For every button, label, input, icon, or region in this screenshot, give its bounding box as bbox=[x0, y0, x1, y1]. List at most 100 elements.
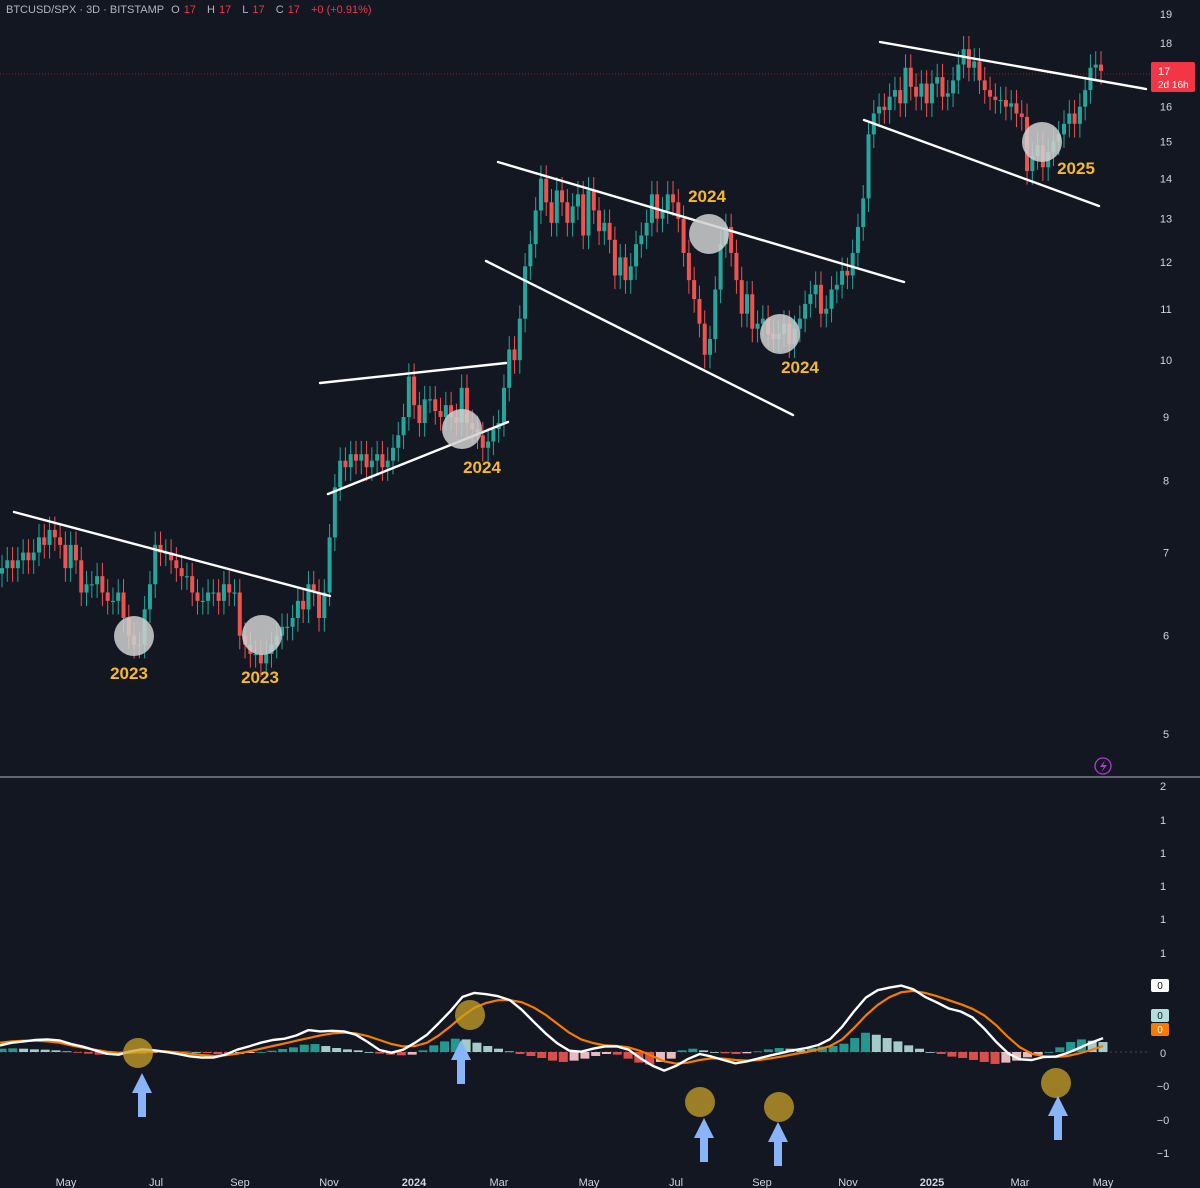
histogram-bar bbox=[828, 1046, 838, 1052]
price-axis-tick: 8 bbox=[1163, 476, 1169, 488]
candle bbox=[169, 539, 174, 574]
candle bbox=[5, 546, 10, 582]
candle bbox=[42, 524, 47, 559]
histogram-bar bbox=[494, 1048, 504, 1052]
histogram-bar bbox=[181, 1051, 190, 1053]
candle bbox=[105, 579, 110, 615]
histogram-bar bbox=[342, 1049, 352, 1052]
candle-body bbox=[253, 653, 258, 656]
candle-body bbox=[929, 83, 934, 104]
candle-body bbox=[486, 441, 491, 448]
candle bbox=[380, 440, 385, 481]
histogram-bar bbox=[396, 1052, 406, 1056]
candle bbox=[438, 397, 443, 431]
macd-axis-tick: 1 bbox=[1160, 948, 1166, 960]
candle bbox=[634, 230, 639, 281]
candle bbox=[1099, 51, 1103, 85]
histogram-bar bbox=[979, 1052, 989, 1062]
candle-body bbox=[850, 252, 855, 276]
candle bbox=[517, 305, 522, 374]
candle bbox=[58, 524, 63, 559]
candle bbox=[1093, 51, 1098, 82]
candle-body bbox=[206, 592, 211, 601]
candle bbox=[110, 587, 115, 615]
candle bbox=[26, 539, 31, 574]
candle-body bbox=[676, 202, 681, 219]
symbol-header[interactable]: BTCUSD/SPX · 3D · BITSTAMP O 17 H 17 L 17 C… bbox=[6, 4, 376, 16]
histogram-bar bbox=[990, 1052, 1000, 1064]
candle-body bbox=[671, 194, 676, 203]
candle-body bbox=[285, 626, 290, 628]
candle-body bbox=[840, 270, 845, 285]
candle-body bbox=[306, 584, 311, 610]
trendline[interactable] bbox=[484, 259, 795, 417]
candle-body bbox=[956, 64, 961, 81]
candle-body bbox=[829, 289, 834, 309]
candle-body bbox=[343, 460, 348, 468]
candle bbox=[338, 447, 343, 501]
candle-body bbox=[63, 544, 68, 569]
candle-body bbox=[52, 529, 57, 538]
candle-body bbox=[977, 61, 982, 81]
candle-body bbox=[195, 592, 200, 601]
up-arrow-icon bbox=[694, 1118, 714, 1162]
candle bbox=[100, 562, 105, 607]
histogram-bar bbox=[375, 1052, 385, 1054]
candle-body bbox=[845, 270, 850, 276]
candle-body bbox=[73, 544, 78, 561]
candle-body bbox=[68, 544, 73, 569]
candle-body bbox=[808, 294, 813, 304]
lightning-icon[interactable] bbox=[1094, 757, 1112, 775]
trendline[interactable] bbox=[318, 361, 508, 385]
candle-body bbox=[523, 266, 528, 319]
histogram-bar bbox=[699, 1050, 709, 1052]
histogram-bar bbox=[288, 1047, 298, 1052]
candle bbox=[84, 570, 89, 607]
candle bbox=[486, 428, 491, 462]
candle bbox=[671, 181, 676, 216]
candle-body bbox=[892, 90, 897, 97]
up-arrow-icon bbox=[1048, 1096, 1068, 1140]
candle-body bbox=[824, 308, 829, 314]
histogram-bar bbox=[688, 1048, 698, 1052]
candle-body bbox=[105, 592, 110, 601]
time-axis-tick: Mar bbox=[490, 1177, 509, 1188]
candle-body bbox=[618, 257, 623, 276]
histogram-bar bbox=[709, 1052, 719, 1053]
macd-value-label: 0 bbox=[1157, 981, 1163, 992]
candle bbox=[206, 579, 211, 615]
candle bbox=[311, 570, 316, 607]
candle bbox=[560, 177, 565, 216]
histogram-bar bbox=[256, 1052, 266, 1053]
macd-value-badge bbox=[1151, 979, 1169, 992]
candle bbox=[708, 325, 713, 369]
trendline[interactable] bbox=[862, 118, 1101, 208]
candle-body bbox=[354, 454, 359, 461]
histogram-bar bbox=[893, 1041, 903, 1052]
candle bbox=[597, 197, 602, 245]
candle-body bbox=[327, 537, 332, 593]
ohlc-close: C 17 bbox=[275, 4, 300, 16]
symbol-name[interactable]: BTCUSD/SPX · 3D · BITSTAMP bbox=[6, 4, 165, 16]
histogram-bar bbox=[526, 1052, 536, 1056]
candle bbox=[10, 546, 15, 582]
candle-body bbox=[1072, 113, 1077, 124]
histogram-bar bbox=[213, 1052, 223, 1054]
candle-body bbox=[359, 454, 364, 461]
candle bbox=[824, 295, 829, 328]
trendline[interactable] bbox=[878, 40, 1148, 91]
candle bbox=[375, 440, 380, 475]
histogram-bar bbox=[0, 1048, 7, 1052]
candle-body bbox=[311, 584, 316, 593]
candle bbox=[845, 257, 850, 290]
histogram-bar bbox=[537, 1052, 547, 1058]
candle-body bbox=[914, 86, 919, 97]
candle bbox=[15, 546, 20, 582]
candle-body bbox=[665, 194, 670, 211]
trendline[interactable] bbox=[12, 510, 332, 598]
price-badge-countdown: 2d 16h bbox=[1158, 80, 1189, 91]
cross-marker bbox=[455, 1000, 485, 1030]
histogram-bar bbox=[440, 1041, 450, 1052]
candle-body bbox=[602, 222, 607, 232]
